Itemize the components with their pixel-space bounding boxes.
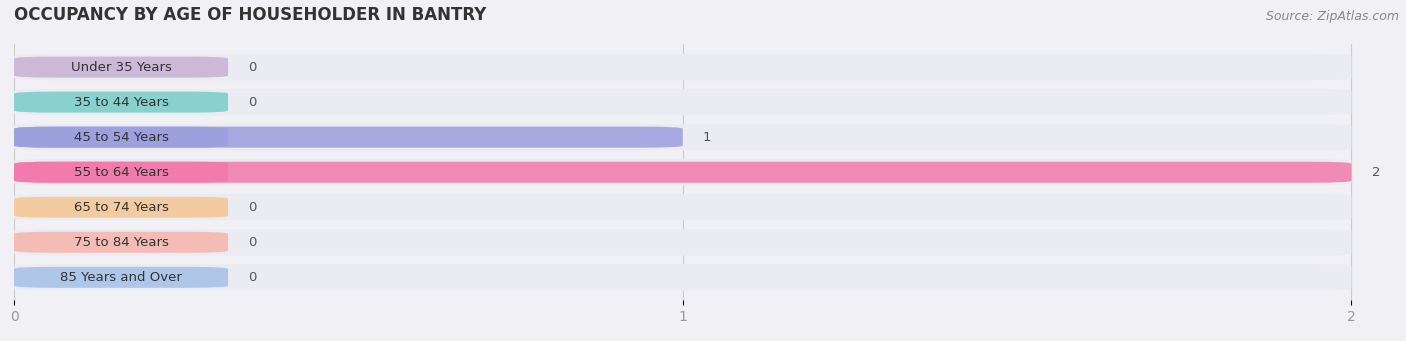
Text: 65 to 74 Years: 65 to 74 Years bbox=[73, 201, 169, 214]
FancyBboxPatch shape bbox=[14, 54, 1351, 80]
FancyBboxPatch shape bbox=[14, 267, 228, 288]
Text: 1: 1 bbox=[703, 131, 711, 144]
FancyBboxPatch shape bbox=[14, 89, 1351, 115]
Text: 75 to 84 Years: 75 to 84 Years bbox=[73, 236, 169, 249]
Text: Under 35 Years: Under 35 Years bbox=[70, 61, 172, 74]
Text: 55 to 64 Years: 55 to 64 Years bbox=[73, 166, 169, 179]
FancyBboxPatch shape bbox=[14, 194, 1351, 220]
Text: 0: 0 bbox=[247, 95, 256, 109]
FancyBboxPatch shape bbox=[14, 159, 1351, 186]
FancyBboxPatch shape bbox=[14, 127, 228, 148]
FancyBboxPatch shape bbox=[14, 124, 1351, 150]
FancyBboxPatch shape bbox=[14, 127, 683, 148]
Text: 0: 0 bbox=[247, 201, 256, 214]
Text: 45 to 54 Years: 45 to 54 Years bbox=[73, 131, 169, 144]
FancyBboxPatch shape bbox=[14, 57, 228, 78]
FancyBboxPatch shape bbox=[14, 232, 228, 253]
Text: 0: 0 bbox=[247, 271, 256, 284]
FancyBboxPatch shape bbox=[14, 197, 228, 218]
FancyBboxPatch shape bbox=[14, 229, 1351, 255]
Text: 0: 0 bbox=[247, 61, 256, 74]
Text: 35 to 44 Years: 35 to 44 Years bbox=[73, 95, 169, 109]
Text: 85 Years and Over: 85 Years and Over bbox=[60, 271, 181, 284]
FancyBboxPatch shape bbox=[14, 162, 228, 183]
Text: OCCUPANCY BY AGE OF HOUSEHOLDER IN BANTRY: OCCUPANCY BY AGE OF HOUSEHOLDER IN BANTR… bbox=[14, 6, 486, 24]
Text: 2: 2 bbox=[1371, 166, 1381, 179]
Text: 0: 0 bbox=[247, 236, 256, 249]
FancyBboxPatch shape bbox=[14, 264, 1351, 291]
FancyBboxPatch shape bbox=[14, 92, 228, 113]
Text: Source: ZipAtlas.com: Source: ZipAtlas.com bbox=[1265, 10, 1399, 23]
FancyBboxPatch shape bbox=[14, 162, 1351, 183]
